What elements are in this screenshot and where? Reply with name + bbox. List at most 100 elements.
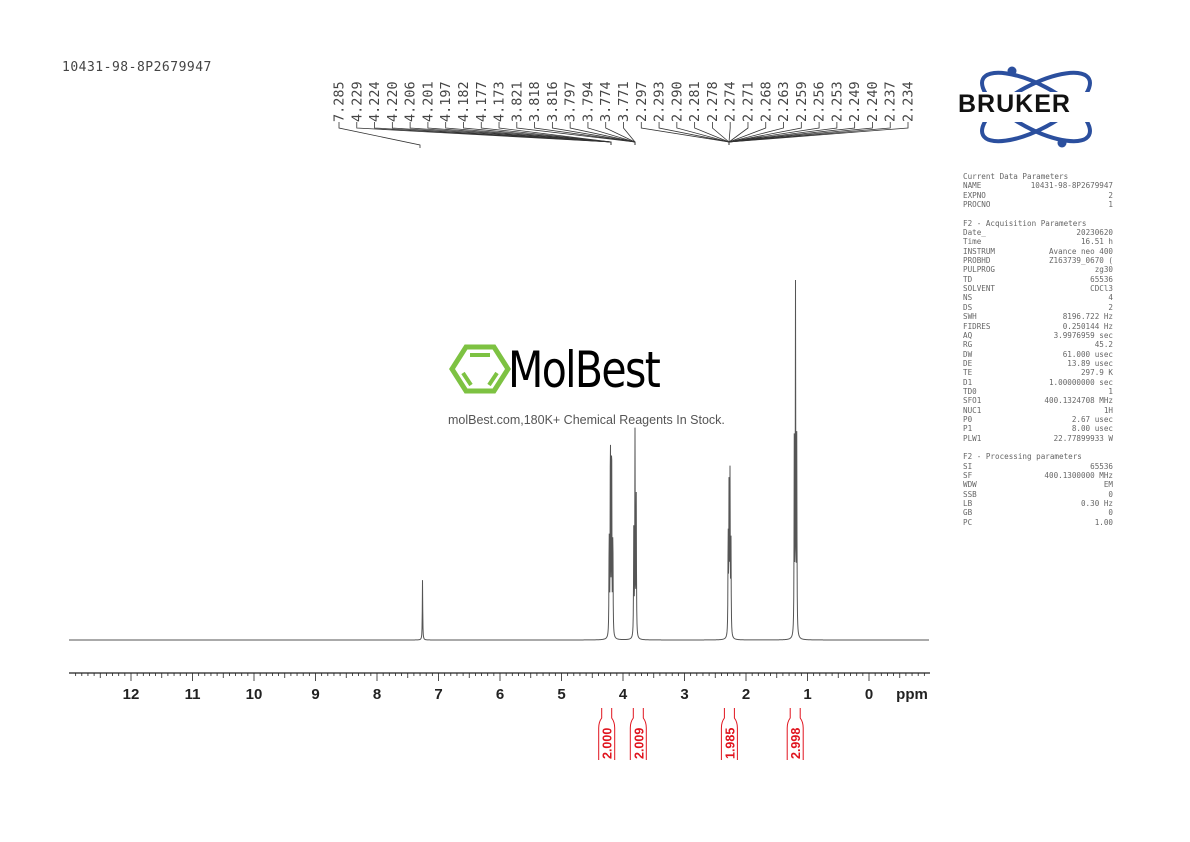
parameter-row: TE 297.9 K: [963, 368, 1113, 377]
parameter-row: SWH 8196.722 Hz: [963, 312, 1113, 321]
parameter-row: EXPNO 2: [963, 191, 1113, 200]
parameter-row: GB 0: [963, 508, 1113, 517]
peak-label: 2.234: [901, 81, 917, 122]
parameter-key: DW: [963, 349, 973, 359]
peak-label: 2.263: [776, 81, 792, 122]
peak-label: 2.281: [687, 81, 703, 122]
parameter-value: 0: [1108, 508, 1113, 518]
parameter-value: 297.9 K: [1080, 368, 1113, 378]
parameter-row: PROCNO 1: [963, 200, 1113, 209]
parameter-key: NS: [963, 293, 973, 303]
integral-value: 2.998: [789, 728, 803, 759]
parameter-value: 0.30 Hz: [1080, 499, 1113, 509]
peak-label-connector: [728, 122, 909, 145]
integral-bracket: [629, 708, 647, 760]
parameter-value: 4: [1108, 293, 1113, 303]
x-tick-label: 5: [557, 686, 565, 703]
parameter-value: 400.1300000 MHz: [1044, 471, 1113, 480]
parameter-value: 2.67 usec: [1071, 414, 1113, 424]
peak-label: 3.771: [616, 81, 632, 122]
parameter-key: TD0: [963, 386, 977, 396]
peak-label: 2.249: [847, 81, 863, 122]
integral-value: 2.000: [601, 728, 615, 759]
parameter-row: P1 8.00 usec: [963, 424, 1113, 433]
parameter-value: 2: [1108, 190, 1113, 200]
parameter-value: Avance neo 400: [1048, 246, 1113, 256]
parameter-value: 45.2: [1094, 340, 1113, 350]
parameter-row: SFO1 400.1324708 MHz: [963, 396, 1113, 405]
bruker-logo-icon: [955, 66, 1117, 148]
parameter-row: PLW1 22.77899933 W: [963, 434, 1113, 443]
parameter-value: 1.00: [1094, 517, 1113, 527]
x-tick-label: 7: [434, 686, 442, 703]
parameter-key: GB: [963, 508, 973, 518]
parameter-value: CDCl3: [1090, 284, 1113, 294]
parameter-key: EXPNO: [963, 190, 986, 200]
peak-label: 2.290: [669, 81, 685, 122]
bruker-logo-text: BRUKER: [958, 90, 1071, 118]
parameter-key: SOLVENT: [963, 284, 996, 294]
molbest-logo-text: MolBest: [508, 341, 661, 399]
peak-label: 2.268: [758, 81, 774, 122]
parameter-value: 1: [1108, 200, 1113, 210]
parameter-row: NUC1 1H: [963, 406, 1113, 415]
parameter-key: D1: [963, 377, 973, 387]
peak-label: 4.206: [403, 81, 419, 122]
parameter-value: 13.89 usec: [1067, 358, 1113, 368]
parameter-value: 1.00000000 sec: [1048, 377, 1113, 387]
parameter-row: NS 4: [963, 293, 1113, 302]
parameter-value: Z163739_0670 (: [1048, 256, 1113, 266]
parameter-row: TD 65536: [963, 275, 1113, 284]
acquisition-parameters: Current Data Parameters NAME 10431-98-8P26…: [963, 172, 1113, 527]
integral-value: 2.009: [632, 728, 646, 759]
parameter-key: PROBHD: [963, 256, 991, 266]
peak-label: 2.293: [652, 81, 668, 122]
parameter-value: 8.00 usec: [1071, 424, 1113, 434]
x-tick-label: 1: [803, 686, 811, 703]
parameter-value: 65536: [1090, 461, 1113, 471]
peak-label: 4.177: [474, 81, 490, 122]
parameter-value: 20230620: [1076, 228, 1113, 238]
parameter-key: RG: [963, 340, 973, 350]
x-tick-label: 2: [742, 686, 750, 703]
peak-label: 4.182: [456, 81, 472, 122]
parameter-value: 0.250144 Hz: [1062, 321, 1113, 331]
parameter-row: DW 61.000 usec: [963, 350, 1113, 359]
peak-label: 2.297: [634, 81, 650, 122]
parameter-row: D1 1.00000000 sec: [963, 378, 1113, 387]
peak-label: 2.253: [829, 81, 845, 122]
parameter-key: DS: [963, 302, 973, 312]
parameter-key: Time: [963, 237, 982, 247]
parameter-row: NAME 10431-98-8P2679947: [963, 181, 1113, 190]
peak-label-connector: [623, 122, 636, 145]
spectrum-trace: [69, 279, 929, 641]
peak-label: 3.774: [598, 81, 614, 122]
parameter-row: AQ 3.9976959 sec: [963, 331, 1113, 340]
parameter-value: 2: [1108, 302, 1113, 312]
peak-label: 4.173: [492, 81, 508, 122]
parameter-key: TE: [963, 368, 973, 378]
peak-labels: 7.285 4.229 4.224 4.220 4.206 4.201 4.197 4.182…: [332, 81, 917, 148]
parameter-key: PULPROG: [963, 265, 996, 275]
parameter-row: SSB 0: [963, 490, 1113, 499]
parameter-row: PULPROG zg30: [963, 265, 1113, 274]
parameter-row: SOLVENT CDCl3: [963, 284, 1113, 293]
peak-label: 2.240: [865, 81, 881, 122]
x-tick-label: 0: [865, 686, 873, 703]
parameter-row: DE 13.89 usec: [963, 359, 1113, 368]
parameter-key: SI: [963, 461, 973, 471]
peak-label: 2.256: [812, 81, 828, 122]
parameter-value: 1: [1108, 386, 1113, 396]
parameter-key: SFO1: [963, 396, 982, 406]
parameter-row: Date_ 20230620: [963, 228, 1113, 237]
parameter-row: TD0 1: [963, 387, 1113, 396]
parameter-row: Time 16.51 h: [963, 237, 1113, 246]
parameter-key: P1: [963, 424, 973, 434]
x-tick-label: 9: [311, 686, 319, 703]
parameter-row: WDW EM: [963, 480, 1113, 489]
parameter-row: PROBHD Z163739_0670 (: [963, 256, 1113, 265]
parameter-key: DE: [963, 358, 973, 368]
parameter-value: 65536: [1090, 274, 1113, 284]
x-tick-label: 8: [373, 686, 381, 703]
